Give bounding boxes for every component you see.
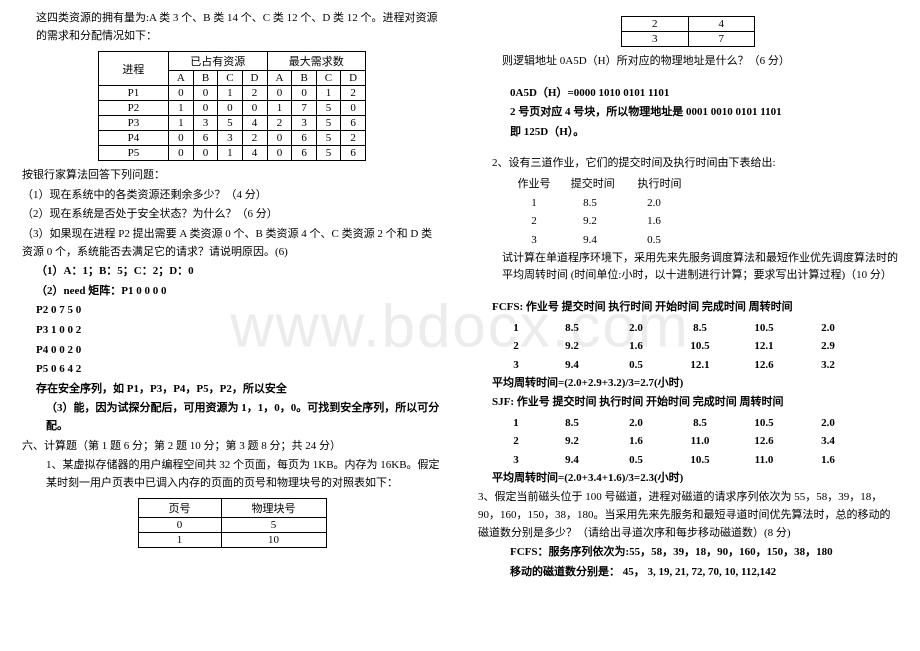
table-row: P313542356: [98, 116, 365, 131]
job-row: 39.40.5: [478, 231, 898, 250]
q3: （3）如果现在进程 P2 提出需要 A 类资源 0 个、B 类资源 4 个、C …: [22, 226, 442, 261]
job-header: 作业号 提交时间 执行时间: [478, 175, 898, 194]
resource-table: 进程 已占有资源 最大需求数 ABCD ABCD P100120012 P210…: [98, 51, 366, 161]
intro-text: 这四类资源的拥有量为:A 类 3 个、B 类 14 个、C 类 12 个、D 类…: [22, 10, 442, 45]
q3: 3、假定当前磁头位于 100 号磁道，进程对磁道的请求序列依次为 55，58，3…: [478, 489, 898, 542]
a2-p4: P4 0 0 2 0: [22, 342, 442, 360]
right-column: 24 37 则逻辑地址 0A5D（H）所对应的物理地址是什么？（6 分） 0A5…: [460, 0, 920, 651]
sjf-head: SJF: 作业号 提交时间 执行时间 开始时间 完成时间 周转时间: [478, 394, 898, 412]
page-table-cont: 24 37: [621, 16, 755, 47]
q2-head: 2、设有三道作业，它们的提交时间及执行时间由下表给出:: [478, 155, 898, 173]
sjf-row: 29.21.611.012.63.4: [478, 432, 898, 451]
table-row: P100120012: [98, 86, 365, 101]
sjf-row: 39.40.510.511.01.6: [478, 451, 898, 470]
q-head: 按银行家算法回答下列问题：: [22, 167, 442, 185]
a2-head: （2）need 矩阵：P1 0 0 0 0: [22, 283, 442, 301]
ans1: 0A5D（H）=0000 1010 0101 1101: [478, 85, 898, 103]
q-logical: 则逻辑地址 0A5D（H）所对应的物理地址是什么？（6 分）: [478, 53, 898, 71]
s6-head: 六、计算题（第 1 题 6 分；第 2 题 10 分；第 3 题 8 分；共 2…: [22, 438, 442, 456]
th-proc: 进程: [98, 52, 168, 86]
table-row: P406320652: [98, 131, 365, 146]
a2-p2: P2 0 7 5 0: [22, 302, 442, 320]
q3-a1: FCFS：服务序列依次为:55，58，39，18，90，160，150，38，1…: [478, 544, 898, 562]
table-row: P500140656: [98, 146, 365, 161]
q1: （1）现在系统中的各类资源还剩余多少？（4 分）: [22, 187, 442, 205]
q3-a2: 移动的磁道数分别是： 45， 3, 19, 21, 72, 70, 10, 11…: [478, 564, 898, 582]
a2-p3: P3 1 0 0 2: [22, 322, 442, 340]
s6-q1: 1、某虚拟存储器的用户编程空间共 32 个页面，每页为 1KB。内存为 16KB…: [22, 457, 442, 492]
a2-safe: 存在安全序列，如 P1，P3，P4，P5，P2，所以安全: [22, 381, 442, 399]
left-column: 这四类资源的拥有量为:A 类 3 个、B 类 14 个、C 类 12 个、D 类…: [0, 0, 460, 651]
a1: （1）A：1；B：5；C：2；D：0: [22, 263, 442, 281]
job-row: 18.52.0: [478, 194, 898, 213]
table-row: P210001750: [98, 101, 365, 116]
fcfs-head: FCFS: 作业号 提交时间 执行时间 开始时间 完成时间 周转时间: [478, 299, 898, 317]
job-row: 29.21.6: [478, 212, 898, 231]
fcfs-row: 39.40.512.112.63.2: [478, 356, 898, 375]
a3: （3）能，因为试探分配后，可用资源为 1，1，0，0。可找到安全序列，所以可分配…: [22, 400, 442, 435]
fcfs-row: 29.21.610.512.12.9: [478, 337, 898, 356]
fcfs-avg: 平均周转时间=(2.0+2.9+3.2)/3=2.7(小时): [478, 375, 898, 393]
q2-desc: 试计算在单道程序环境下，采用先来先服务调度算法和最短作业优先调度算法时的平均周转…: [478, 250, 898, 285]
th-alloc: 已占有资源: [168, 52, 267, 71]
a2-p5: P5 0 6 4 2: [22, 361, 442, 379]
sjf-row: 18.52.08.510.52.0: [478, 414, 898, 433]
sjf-avg: 平均周转时间=(2.0+3.4+1.6)/3=2.3(小时): [478, 470, 898, 488]
ans2: 2 号页对应 4 号块，所以物理地址是 0001 0010 0101 1101: [478, 104, 898, 122]
page-table: 页号物理块号 05 110: [138, 498, 327, 548]
q2: （2）现在系统是否处于安全状态？为什么？（6 分）: [22, 206, 442, 224]
th-max: 最大需求数: [267, 52, 366, 71]
ans3: 即 125D（H）。: [478, 124, 898, 142]
fcfs-row: 18.52.08.510.52.0: [478, 319, 898, 338]
